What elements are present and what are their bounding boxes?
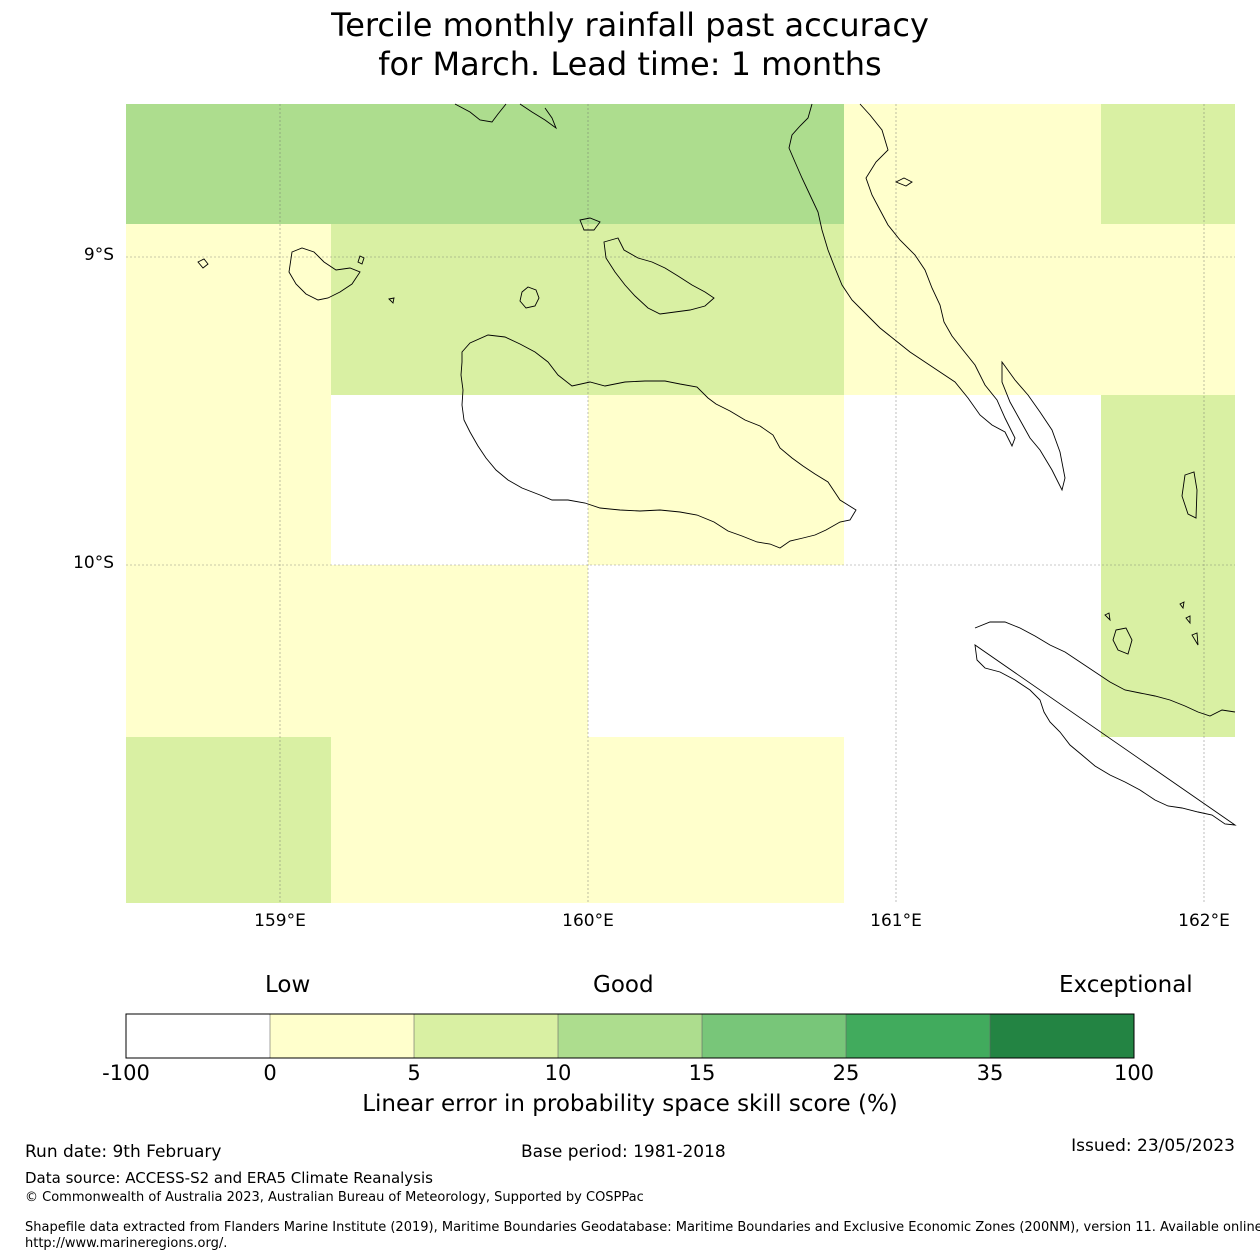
run-date: Run date: 9th February <box>25 1142 222 1162</box>
grid-cell <box>844 104 1101 224</box>
coastline-islet <box>357 255 365 265</box>
coastline-islet <box>388 297 395 304</box>
colorbar-segment <box>126 1014 270 1058</box>
shapefile-credit-line-1: Shapefile data extracted from Flanders M… <box>25 1220 1260 1235</box>
coastline-guadalcanal <box>460 334 857 549</box>
lon-label-160e: 160°E <box>562 911 614 931</box>
colorbar-tick: 5 <box>407 1061 421 1085</box>
coastline-islet <box>1191 632 1199 646</box>
coastline-maramasike <box>1001 360 1066 492</box>
colorbar-tick: 25 <box>832 1061 860 1085</box>
colorbar-segment <box>990 1014 1134 1058</box>
colorbar-tick: 100 <box>1113 1061 1155 1085</box>
coastlines <box>197 103 1237 826</box>
coastline-malaita <box>788 103 1016 448</box>
category-low: Low <box>265 972 311 998</box>
coastline-north-islands <box>454 103 507 123</box>
grid-cell <box>126 395 331 565</box>
category-good: Good <box>593 972 654 998</box>
colorbar-tick: -100 <box>102 1061 150 1085</box>
coastline-islet <box>1179 601 1185 610</box>
coastline-florida-islands <box>603 237 715 315</box>
coastline-islet <box>1112 627 1133 655</box>
map-title-line-1: Tercile monthly rainfall past accuracy <box>331 6 929 44</box>
lat-label-9s: 9°S <box>83 245 114 265</box>
grid-cell <box>331 224 844 395</box>
coastline-islet <box>197 258 209 269</box>
shapefile-credit-line-2: http://www.marineregions.org/. <box>25 1236 228 1251</box>
base-period: Base period: 1981-2018 <box>521 1142 726 1162</box>
coastline-sikaiana <box>1181 471 1198 519</box>
map-title: Tercile monthly rainfall past accuracy f… <box>0 6 1260 84</box>
grid-cell <box>126 737 331 903</box>
grid-cell <box>126 224 331 395</box>
colorbar-frame <box>125 1013 1135 1059</box>
grid-cell <box>331 737 844 903</box>
colorbar-segment <box>846 1014 990 1058</box>
skill-grid <box>126 104 1235 903</box>
colorbar <box>125 1013 1135 1059</box>
data-source: Data source: ACCESS-S2 and ERA5 Climate … <box>25 1169 433 1187</box>
coastline-islet <box>1185 615 1191 625</box>
issued-date: Issued: 23/05/2023 <box>1071 1136 1235 1156</box>
colorbar-tick: 0 <box>263 1061 277 1085</box>
coastline-islet <box>579 217 601 231</box>
lon-label-161e: 161°E <box>870 911 922 931</box>
grid-cell <box>588 395 844 565</box>
coastline-russell-islands <box>288 247 361 301</box>
copyright: © Commonwealth of Australia 2023, Austra… <box>25 1190 644 1205</box>
colorbar-segment <box>702 1014 846 1058</box>
coastline-savo <box>519 286 540 309</box>
category-exceptional: Exceptional <box>1059 972 1193 998</box>
colorbar-title: Linear error in probability space skill … <box>362 1091 898 1117</box>
lon-label-159e: 159°E <box>254 911 306 931</box>
coastline-makira <box>974 621 1237 826</box>
coastline-islet <box>1104 612 1111 622</box>
colorbar-tick: 15 <box>688 1061 716 1085</box>
lon-label-162e: 162°E <box>1178 911 1230 931</box>
colorbar-segment <box>414 1014 558 1058</box>
lat-label-10s: 10°S <box>73 553 114 573</box>
colorbar-tick: 10 <box>544 1061 572 1085</box>
grid-cell <box>126 565 588 737</box>
grid-cell <box>1101 565 1235 737</box>
coastline-north-islands <box>519 103 557 130</box>
map-title-line-2: for March. Lead time: 1 months <box>378 45 882 83</box>
grid-cell <box>1101 395 1235 565</box>
colorbar-segment <box>270 1014 414 1058</box>
colorbar-tick: 35 <box>976 1061 1004 1085</box>
grid-cell <box>126 104 844 224</box>
colorbar-segment <box>558 1014 702 1058</box>
grid-cell <box>844 224 1235 395</box>
graticule <box>126 104 1235 903</box>
grid-cell <box>1101 104 1235 224</box>
coastline-islet <box>894 177 913 187</box>
